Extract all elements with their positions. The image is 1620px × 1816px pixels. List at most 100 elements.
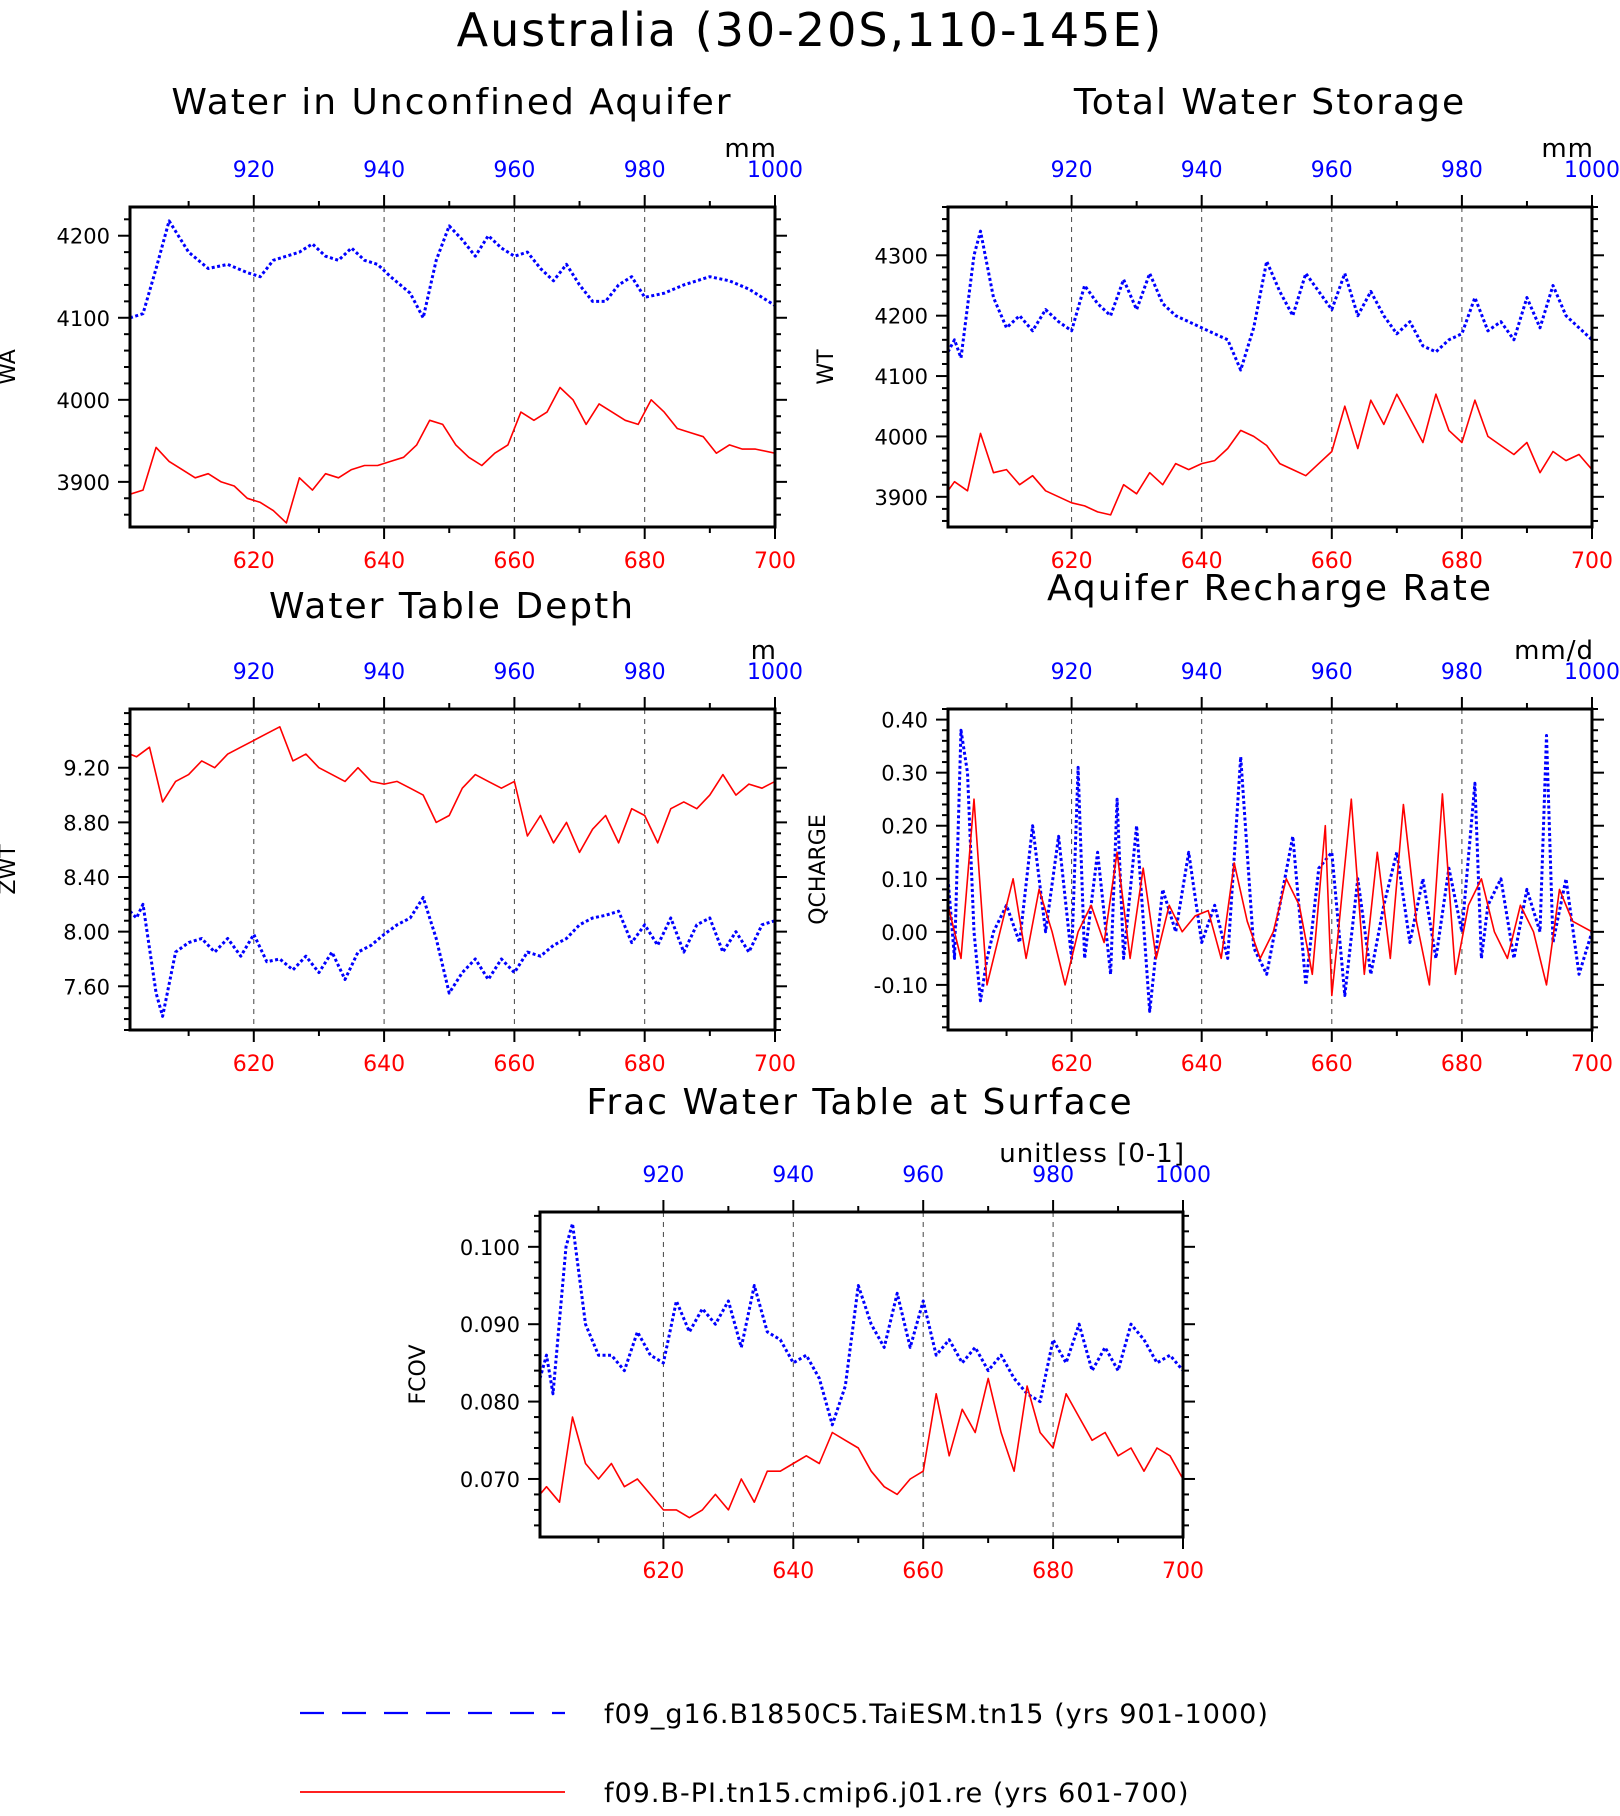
y-tick-label: 8.40: [63, 866, 110, 890]
y-tick-label: 4200: [57, 225, 110, 249]
legend-entry-blue: f09_g16.B1850C5.TaiESM.tn15 (yrs 901-100…: [300, 1699, 1269, 1730]
series-group: [948, 728, 1592, 1013]
figure-title: Australia (30-20S,110-145E): [457, 3, 1164, 57]
units-label: unitless [0-1]: [999, 1139, 1185, 1169]
y-axis-label: QCHARGE: [806, 814, 831, 925]
y-tick-label: 4100: [875, 365, 928, 389]
legend-label-red: f09.B-PI.tn15.cmip6.j01.re (yrs 601-700): [604, 1778, 1189, 1809]
x-tick-label-top: 960: [493, 660, 535, 685]
panel-title: Total Water Storage: [1073, 82, 1466, 123]
legend-entry-red: f09.B-PI.tn15.cmip6.j01.re (yrs 601-700): [300, 1778, 1189, 1809]
panel-title: Frac Water Table at Surface: [586, 1082, 1133, 1123]
y-tick-label: 4200: [875, 305, 928, 329]
plot-frame: [128, 707, 777, 1032]
x-tick-label-bottom: 620: [1051, 549, 1093, 574]
series-line-blue: [130, 896, 775, 1018]
x-tick-label-bottom: 620: [1051, 1052, 1093, 1077]
series-line-red: [948, 793, 1592, 997]
y-tick-label: 3900: [875, 486, 928, 510]
x-tick-label-bottom: 620: [233, 549, 275, 574]
series-line-blue: [948, 728, 1592, 1013]
x-tick-label-bottom: 660: [493, 1052, 535, 1077]
x-tick-label-bottom: 680: [1441, 1052, 1483, 1077]
y-tick-label: 0.30: [881, 762, 928, 786]
legend: f09_g16.B1850C5.TaiESM.tn15 (yrs 901-100…: [300, 1699, 1269, 1809]
x-tick-label-top: 940: [363, 660, 405, 685]
y-tick-label: 0.40: [881, 709, 928, 733]
y-tick-label: 0.100: [460, 1236, 520, 1260]
series-line-red: [948, 393, 1592, 516]
y-tick-label: 0.070: [460, 1468, 520, 1492]
x-tick-label-bottom: 620: [233, 1052, 275, 1077]
x-tick-label-top: 920: [233, 158, 275, 183]
x-tick-label-top: 940: [1181, 660, 1223, 685]
y-tick-label: 8.00: [63, 921, 110, 945]
x-tick-label-bottom: 700: [754, 549, 796, 574]
x-tick-label-bottom: 700: [1571, 1052, 1613, 1077]
chart-panel-zwt: Water Table Depth m 7.60 8.00 8.40 8.80 9.20 62…: [0, 586, 803, 1077]
x-tick-label-bottom: 660: [1311, 1052, 1353, 1077]
x-tick-label-bottom: 660: [902, 1559, 944, 1584]
x-tick-label-top: 1000: [1155, 1163, 1211, 1188]
series-group: [948, 229, 1592, 516]
x-tick-label-top: 920: [1051, 660, 1093, 685]
x-tick-label-top: 1000: [1564, 158, 1620, 183]
y-tick-label: 4000: [57, 389, 110, 413]
x-tick-label-bottom: 640: [363, 549, 405, 574]
chart-panel-qcharge: Aquifer Recharge Rate mm/d -0.10 0.00 0.10 0.…: [806, 568, 1620, 1077]
series-group: [540, 1222, 1183, 1519]
y-tick-label: 9.20: [63, 757, 110, 781]
y-tick-label: 0.00: [881, 921, 928, 945]
plot-frame: [946, 707, 1594, 1032]
x-tick-label-top: 960: [1311, 660, 1353, 685]
x-tick-label-top: 920: [1051, 158, 1093, 183]
series-line-blue: [130, 219, 775, 320]
y-tick-label: 4100: [57, 307, 110, 331]
y-tick-label: 0.080: [460, 1391, 520, 1415]
x-tick-label-bottom: 640: [1181, 549, 1223, 574]
y-tick-label: 0.10: [881, 868, 928, 892]
x-tick-label-bottom: 660: [493, 549, 535, 574]
x-tick-label-top: 960: [493, 158, 535, 183]
chart-panel-wa: Water in Unconfined Aquifer mm 3900 4000 410…: [0, 82, 803, 574]
x-tick-label-top: 980: [624, 660, 666, 685]
y-axis-label: FCOV: [406, 1345, 431, 1405]
y-axis-label: ZWT: [0, 844, 21, 895]
y-tick-label: 0.20: [881, 815, 928, 839]
x-tick-label-bottom: 640: [1181, 1052, 1223, 1077]
x-tick-label-bottom: 660: [1311, 549, 1353, 574]
series-group: [130, 219, 775, 524]
panels: Water in Unconfined Aquifer mm 3900 4000 410…: [0, 82, 1620, 1584]
series-line-blue: [948, 229, 1592, 372]
x-tick-label-bottom: 680: [1032, 1559, 1074, 1584]
units-label: m: [751, 636, 777, 666]
panel-title: Water Table Depth: [269, 586, 635, 627]
chart-panel-fcov: Frac Water Table at Surface unitless [0-1…: [406, 1082, 1211, 1584]
y-axis-label: WT: [814, 349, 839, 385]
plot-frame: [128, 205, 777, 529]
x-tick-label-top: 920: [642, 1163, 684, 1188]
y-tick-label: 4300: [875, 244, 928, 268]
x-tick-label-bottom: 620: [642, 1559, 684, 1584]
x-tick-label-top: 1000: [747, 660, 803, 685]
x-tick-label-top: 960: [902, 1163, 944, 1188]
y-tick-label: -0.10: [874, 974, 928, 998]
plot-frame: [538, 1210, 1185, 1539]
x-tick-label-top: 940: [1181, 158, 1223, 183]
y-tick-label: 0.090: [460, 1313, 520, 1337]
units-label: mm: [1541, 134, 1594, 164]
x-tick-label-bottom: 700: [754, 1052, 796, 1077]
units-label: mm: [724, 134, 777, 164]
x-tick-label-bottom: 680: [624, 549, 666, 574]
x-tick-label-bottom: 640: [363, 1052, 405, 1077]
y-tick-label: 3900: [57, 471, 110, 495]
legend-label-blue: f09_g16.B1850C5.TaiESM.tn15 (yrs 901-100…: [604, 1699, 1269, 1730]
series-line-red: [540, 1377, 1183, 1519]
series-group: [130, 725, 775, 1018]
x-tick-label-bottom: 680: [1441, 549, 1483, 574]
y-axis-label: WA: [0, 349, 21, 385]
x-tick-label-top: 960: [1311, 158, 1353, 183]
x-tick-label-top: 920: [233, 660, 275, 685]
x-tick-label-bottom: 640: [772, 1559, 814, 1584]
